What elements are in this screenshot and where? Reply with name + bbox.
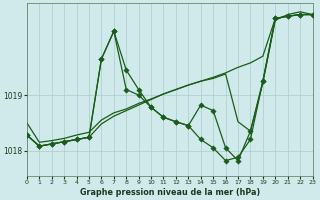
X-axis label: Graphe pression niveau de la mer (hPa): Graphe pression niveau de la mer (hPa) (80, 188, 260, 197)
